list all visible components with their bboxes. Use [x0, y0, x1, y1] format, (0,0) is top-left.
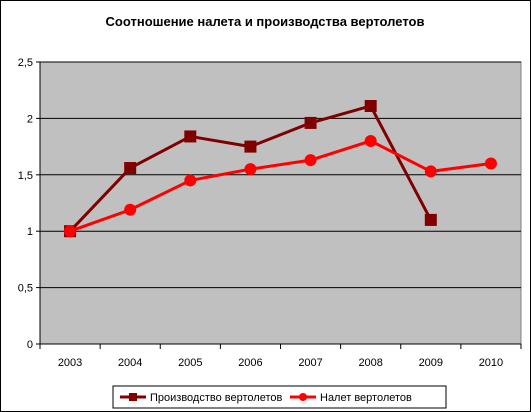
legend-box: [112, 385, 447, 409]
data-point: [304, 154, 317, 167]
data-point: [364, 99, 377, 112]
data-point: [304, 116, 317, 129]
series-layer: [64, 99, 497, 238]
x-tick-label: 2005: [178, 357, 202, 369]
data-point: [184, 174, 197, 187]
legend-label: Налет вертолетов: [320, 392, 412, 404]
legend: Производство вертолетов Налет вертолетов: [112, 385, 447, 409]
data-point: [484, 157, 497, 170]
x-tick-label: 2004: [118, 357, 142, 369]
series-flight: [64, 134, 497, 238]
data-point: [64, 225, 77, 238]
data-point: [244, 163, 257, 176]
data-point: [124, 162, 137, 175]
x-tick-label: 2009: [419, 357, 443, 369]
legend-item: Производство вертолетов: [120, 392, 282, 404]
y-tick-label: 1,5: [18, 170, 33, 182]
y-tick-label: 1: [27, 226, 33, 238]
y-tick-label: 2,5: [18, 57, 33, 69]
plot-area: [39, 61, 522, 345]
x-tick-label: 2010: [479, 357, 503, 369]
data-point: [124, 203, 137, 216]
legend-marker: [299, 393, 307, 401]
data-point: [424, 213, 437, 226]
x-tick-label: 2008: [358, 357, 382, 369]
data-point: [364, 134, 377, 147]
data-point: [184, 130, 197, 143]
y-tick-label: 2: [27, 113, 33, 125]
legend-label: Производство вертолетов: [150, 392, 282, 404]
y-tick-label: 0,5: [18, 283, 33, 295]
x-tick-label: 2006: [238, 357, 262, 369]
chart-title: Соотношение налета и производства вертол…: [106, 14, 425, 29]
legend-marker: [129, 393, 137, 401]
data-point: [244, 140, 257, 153]
x-tick-label: 2007: [298, 357, 322, 369]
x-tick-label: 2003: [58, 357, 82, 369]
legend-item: Налет вертолетов: [290, 392, 412, 404]
series-line: [69, 139, 492, 233]
data-point: [424, 165, 437, 178]
y-tick-label: 0: [27, 339, 33, 351]
gridlines: [40, 61, 521, 289]
axes: 0 0,5 1 1,5 2 2,5 2003 2004 2005 2006 2007 2008 2009…: [18, 57, 522, 369]
